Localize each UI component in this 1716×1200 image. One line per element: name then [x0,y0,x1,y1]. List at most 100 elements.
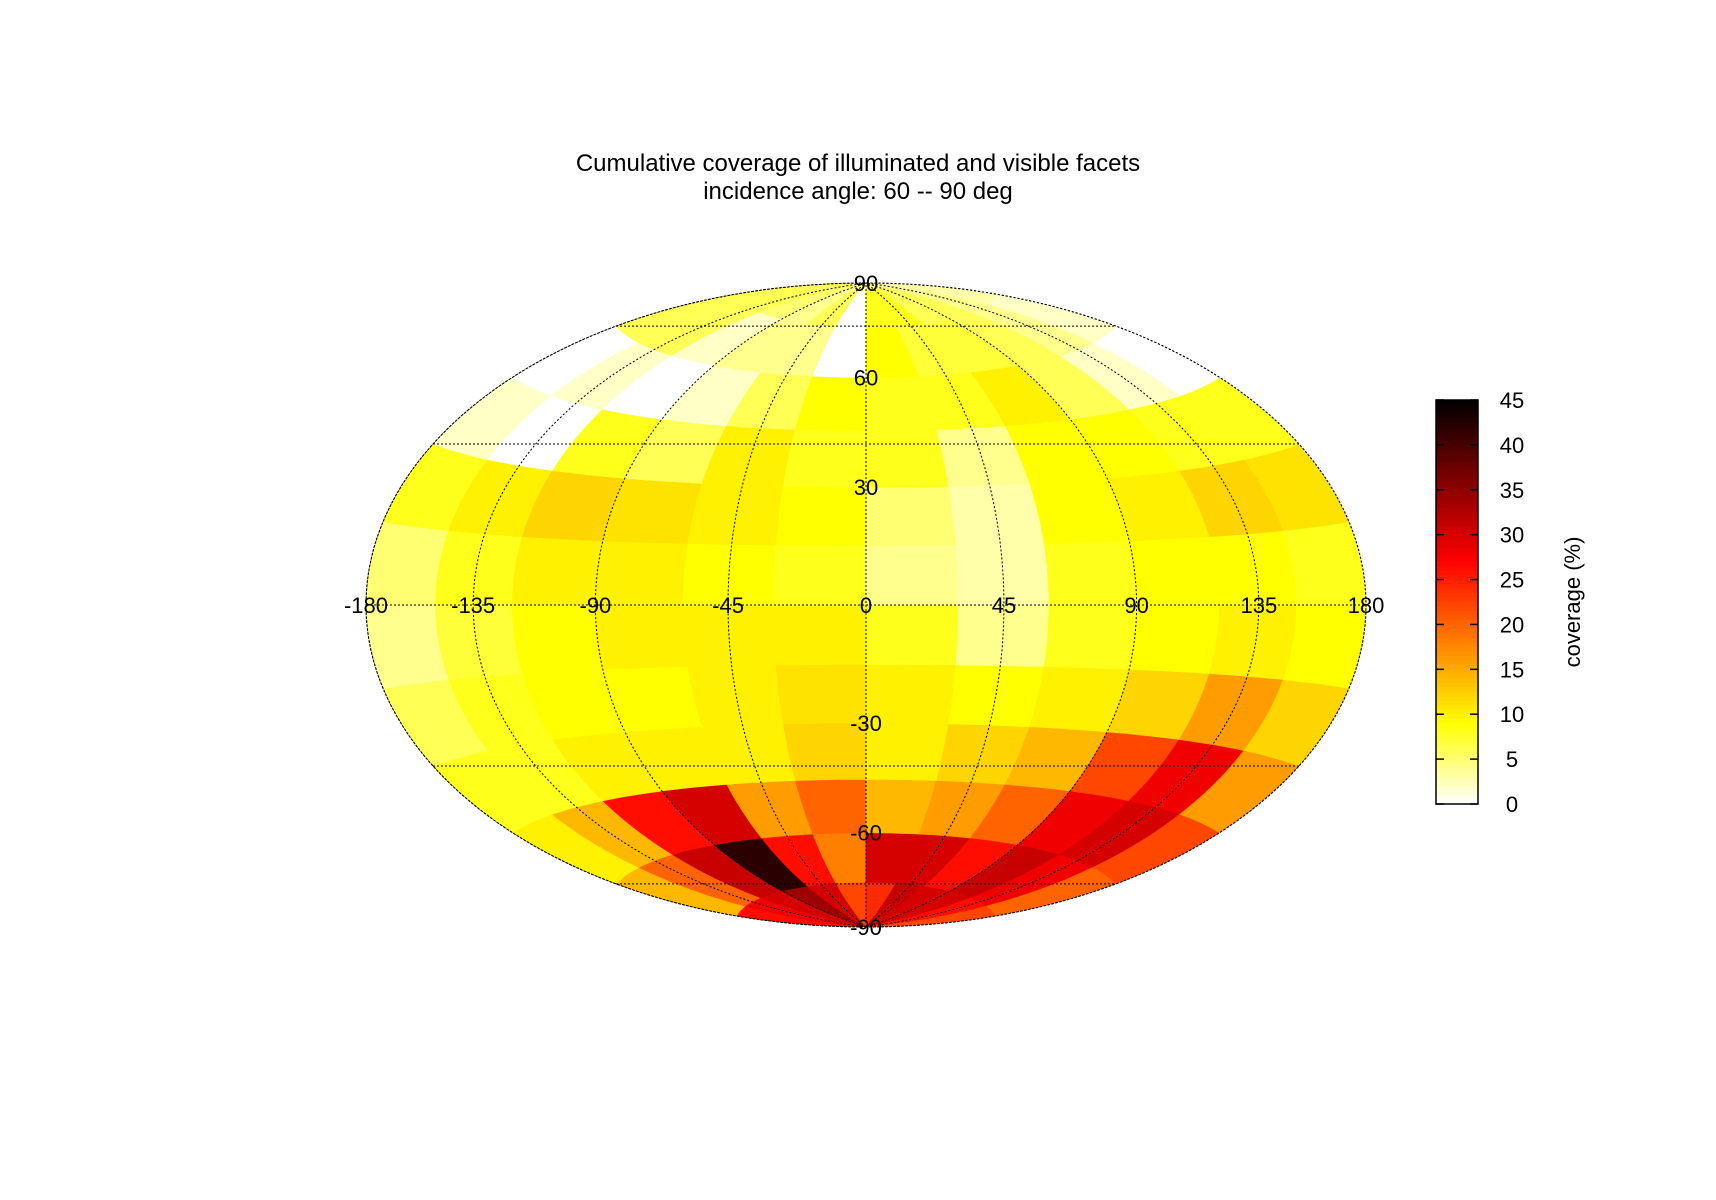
colorbar-segment [1436,417,1478,424]
colorbar-segment [1436,664,1478,670]
colorbar-segment [1436,642,1478,648]
colorbar-segment [1436,750,1478,756]
colorbar-segment [1436,440,1478,446]
colorbar-segment [1436,552,1478,558]
colorbar-segment [1436,458,1478,464]
heatmap-cell [1043,540,1138,606]
colorbar-tick-label: 30 [1500,523,1524,548]
colorbar-segment [1436,682,1478,688]
colorbar-segment [1436,786,1478,792]
longitude-tick-label: 0 [860,593,872,618]
colorbar-segment [1436,754,1478,760]
colorbar-segment [1436,561,1478,567]
colorbar-segment [1436,727,1478,733]
colorbar-segment [1436,426,1478,433]
colorbar-segment [1436,696,1478,702]
heatmap-cell [948,482,1045,546]
colorbar-segment [1436,471,1478,477]
colorbar-label: coverage (%) [1560,537,1585,668]
longitude-tick-label: -45 [712,593,744,618]
colorbar-segment [1436,673,1478,679]
colorbar-segment [1436,530,1478,536]
heatmap-cell [775,485,867,547]
heatmap-cell [865,604,959,666]
longitude-tick-label: 90 [1124,593,1148,618]
meridian-line [865,282,1005,928]
heatmap-cell [865,485,957,547]
meridian-line [594,282,867,928]
colorbar-segment [1436,485,1478,491]
heatmap-cell [773,544,867,606]
colorbar-segment [1436,741,1478,747]
colorbar-tick-label: 5 [1506,747,1518,772]
colorbar-segment [1436,467,1478,473]
colorbar-segment [1436,449,1478,455]
longitude-tick-label: -135 [451,593,495,618]
colorbar-segment [1436,521,1478,527]
meridian-line [472,282,867,928]
heatmap-cell [1282,604,1366,689]
axis-tick-labels: -180 -135 -90 -45 0 45 90 135 180 90 60 30 -30 -60 -90 [344,271,1384,940]
meridian-line [865,282,1138,928]
longitude-tick-label: -90 [580,593,612,618]
colorbar-segment [1436,404,1478,410]
colorbar-segment [1436,435,1478,441]
colorbar-segment [1436,772,1478,778]
colorbar-tick-label: 10 [1500,702,1524,727]
colorbar-segment [1436,444,1478,450]
colorbar-segment [1436,408,1478,415]
colorbar-segment [1436,606,1478,612]
colorbar-segment [1436,723,1478,729]
longitude-tick-label: 180 [1348,593,1385,618]
colorbar-segment [1436,516,1478,522]
colorbar-segment [1436,575,1478,581]
colorbar-segment [1436,489,1478,495]
colorbar-tick-label: 45 [1500,388,1524,413]
colorbar-tick-label: 0 [1506,792,1518,817]
colorbar-tick-label: 40 [1500,433,1524,458]
colorbar-segment [1436,462,1478,468]
colorbar-segment [1436,777,1478,783]
colorbar-segment [1436,709,1478,715]
colorbar-segment [1436,422,1478,428]
colorbar-segment [1436,548,1478,554]
colorbar-segment [1436,610,1478,617]
colorbar-segment [1436,507,1478,513]
colorbar-segment [1436,781,1478,787]
colorbar-segment [1436,624,1478,630]
colorbar-segment [1436,687,1478,693]
colorbar-segment [1436,413,1478,419]
colorbar-segment [1436,539,1478,545]
colorbar-segment [1436,790,1478,796]
colorbar-segment [1436,400,1478,406]
chart-subtitle: incidence angle: 60 -- 90 deg [703,178,1013,205]
colorbar-segment [1436,480,1478,486]
colorbar-segment [1436,655,1478,661]
colorbar-frame [1435,399,1479,805]
colorbar-segment [1436,799,1478,805]
meridian-line [727,282,867,928]
colorbar-segment [1436,615,1478,621]
chart-title: Cumulative coverage of illuminated and v… [575,150,1141,177]
colorbar-segment [1436,512,1478,518]
latitude-tick-label: -90 [850,915,882,940]
latitude-tick-label: 30 [854,475,878,500]
colorbar-segment [1436,660,1478,666]
colorbar-segment [1436,602,1478,608]
heatmap-cell [1043,604,1138,670]
colorbar-segment [1436,628,1478,635]
colorbar-segment [1436,534,1478,540]
colorbar-segment [1436,498,1478,504]
colorbar-segment [1436,646,1478,652]
colorbar-segment [1436,633,1478,639]
colorbar-segment [1436,593,1478,599]
colorbar-segment [1436,691,1478,697]
colorbar-segment [1436,494,1478,500]
heatmap-cells [366,283,1366,927]
colorbar-segment [1436,476,1478,482]
colorbar-tick-label: 20 [1500,612,1524,637]
colorbar-segment [1436,736,1478,742]
colorbar-segment [1436,745,1478,751]
colorbar-segment [1436,637,1478,643]
heatmap-cell [865,544,959,606]
